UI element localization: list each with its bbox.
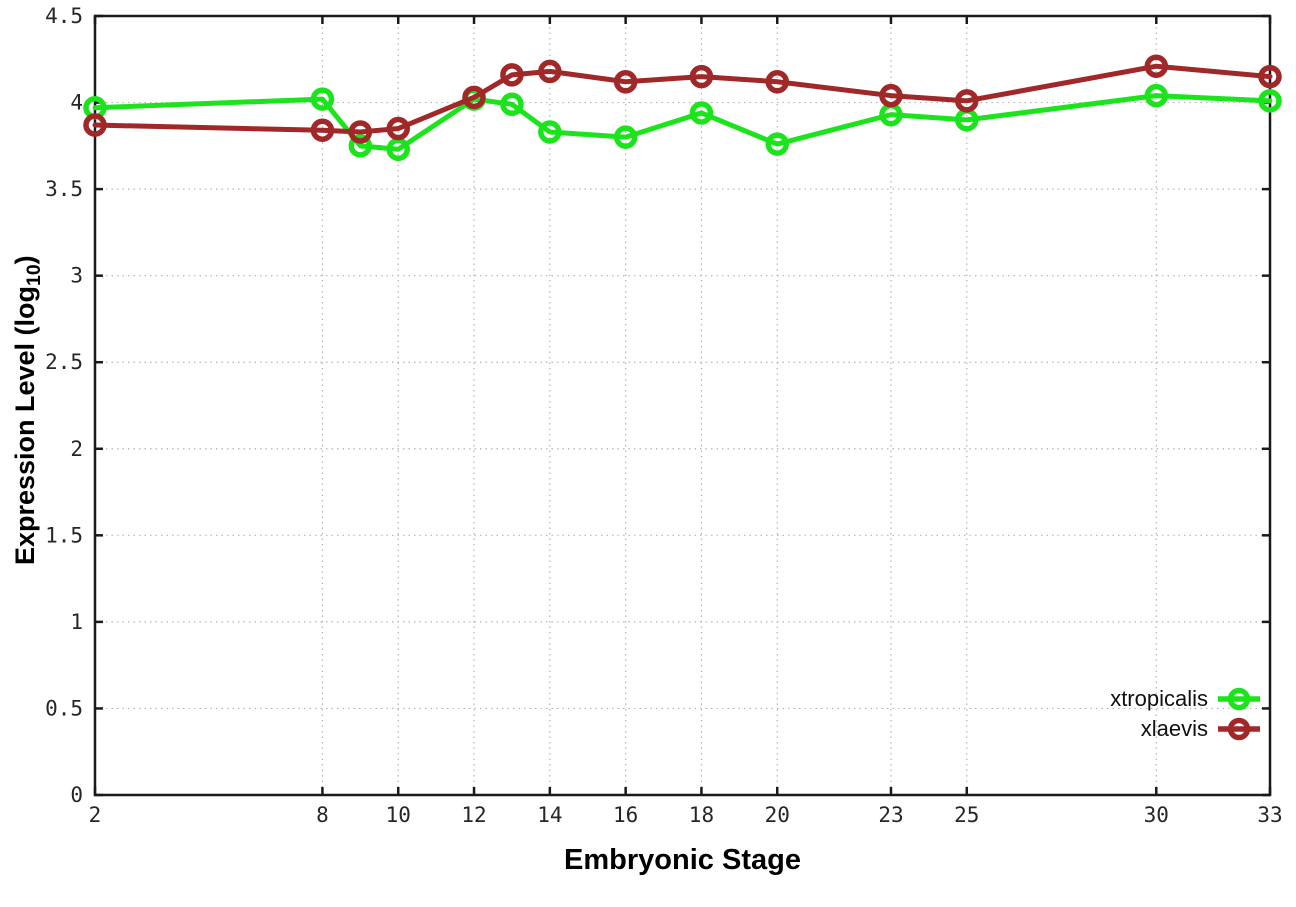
- data-point-xlaevis: [538, 59, 562, 84]
- y-axis-title-subscript: 10: [23, 264, 46, 286]
- y-axis-title-close: ): [9, 255, 40, 265]
- series-line-xtropicalis: [92, 93, 1273, 152]
- y-tick-label: 4: [70, 91, 83, 115]
- y-tick-label: 1.5: [45, 523, 83, 547]
- data-point-xlaevis: [500, 63, 524, 87]
- data-point-xlaevis: [765, 70, 790, 94]
- data-point-xtropicalis: [538, 120, 562, 144]
- data-point-xlaevis: [879, 83, 903, 108]
- data-point-xtropicalis: [765, 132, 790, 156]
- data-point-xtropicalis: [689, 101, 714, 125]
- data-point-xlaevis: [348, 120, 373, 144]
- y-tick-label: 2.5: [45, 350, 83, 374]
- data-point-xlaevis: [462, 85, 486, 110]
- x-tick-label: 2: [89, 803, 102, 827]
- data-point-xlaevis: [83, 113, 107, 137]
- x-tick-label: 30: [1144, 803, 1169, 827]
- data-point-xlaevis: [1144, 54, 1169, 78]
- legend-marker-xtropicalis-icon: [1218, 687, 1260, 711]
- data-point-xtropicalis: [500, 92, 524, 117]
- data-point-xlaevis: [310, 118, 335, 143]
- plot-border: [93, 14, 1272, 797]
- data-point-xlaevis: [689, 64, 714, 89]
- data-point-xtropicalis: [310, 87, 335, 111]
- legend-marker-xlaevis-icon: [1218, 717, 1260, 741]
- legend: xtropicalis xlaevis: [1110, 684, 1262, 744]
- y-axis-title-text: Expression Level (log: [9, 285, 40, 566]
- x-tick-label: 14: [537, 803, 562, 827]
- x-tick-label: 23: [878, 803, 903, 827]
- x-tick-label: 12: [461, 803, 486, 827]
- x-tick-label: 18: [689, 803, 714, 827]
- y-tick-label: 1: [70, 610, 83, 634]
- y-tick-label: 3.5: [45, 177, 83, 201]
- data-point-xtropicalis: [386, 137, 410, 162]
- data-point-xlaevis: [955, 89, 979, 113]
- data-point-xlaevis: [1258, 64, 1282, 89]
- x-tick-label: 16: [613, 803, 638, 827]
- legend-entry-xtropicalis: xtropicalis: [1110, 684, 1262, 714]
- x-tick-label: 8: [316, 803, 329, 827]
- legend-entry-xlaevis: xlaevis: [1141, 714, 1262, 744]
- legend-label-xtropicalis: xtropicalis: [1110, 686, 1208, 711]
- data-point-xlaevis: [613, 70, 638, 94]
- data-point-xlaevis: [386, 116, 410, 141]
- data-point-xtropicalis: [348, 134, 373, 158]
- x-tick-label: 33: [1257, 803, 1282, 827]
- data-point-xtropicalis: [1144, 83, 1169, 108]
- x-tick-label: 10: [386, 803, 411, 827]
- x-tick-label: 25: [954, 803, 979, 827]
- y-tick-label: 3: [70, 264, 83, 288]
- x-tick-label: 20: [765, 803, 790, 827]
- y-tick-label: 0.5: [45, 696, 83, 720]
- y-tick-label: 2: [70, 437, 83, 461]
- y-axis-title: Expression Level (log10): [10, 110, 46, 710]
- x-axis-title: Embryonic Stage: [564, 844, 801, 876]
- legend-label-xlaevis: xlaevis: [1140, 716, 1208, 741]
- y-tick-label: 4.5: [45, 4, 83, 28]
- y-tick-label: 0: [70, 783, 83, 807]
- data-point-xtropicalis: [613, 125, 638, 149]
- data-point-xtropicalis: [1258, 89, 1282, 113]
